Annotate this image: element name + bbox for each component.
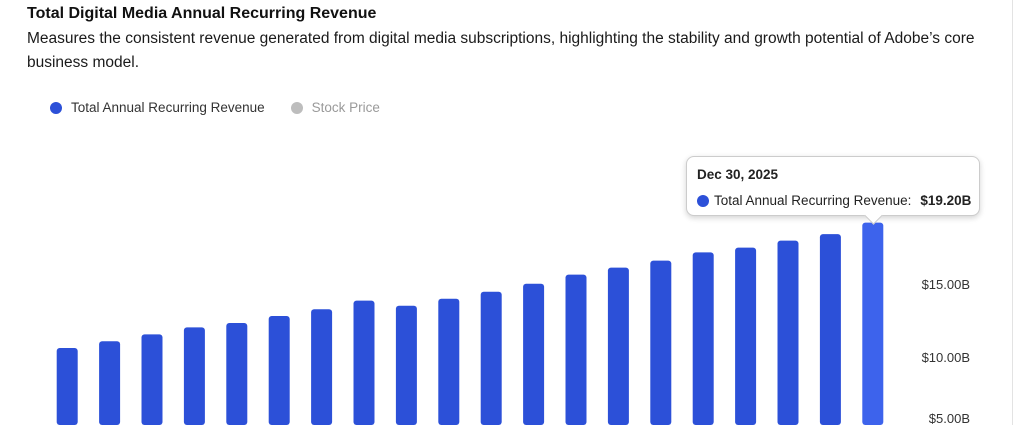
y-tick-label: $10.00B	[922, 350, 970, 365]
bar[interactable]	[565, 274, 587, 425]
bar[interactable]	[480, 291, 502, 425]
y-tick-label: $15.00B	[922, 277, 970, 292]
legend-item-arr[interactable]: Total Annual Recurring Revenue	[50, 100, 265, 115]
bar[interactable]	[56, 347, 78, 425]
legend-label: Total Annual Recurring Revenue	[71, 100, 265, 115]
y-tick-label: $5.00B	[929, 411, 970, 425]
bar[interactable]	[141, 334, 163, 425]
bar[interactable]	[99, 341, 121, 425]
bar[interactable]	[523, 283, 545, 425]
bar[interactable]	[607, 267, 629, 425]
bar[interactable]	[735, 247, 757, 425]
bar[interactable]	[311, 309, 333, 425]
tooltip-value: $19.20B	[920, 193, 972, 208]
bar[interactable]	[650, 260, 672, 425]
bar[interactable]	[692, 252, 714, 425]
legend-item-stock-price[interactable]: Stock Price	[290, 100, 380, 115]
legend-label: Stock Price	[311, 100, 380, 115]
bar[interactable]	[226, 322, 248, 425]
tooltip: Dec 30, 2025 Total Annual Recurring Reve…	[686, 156, 980, 225]
chart-description: Measures the consistent revenue generate…	[27, 30, 975, 71]
bar[interactable]	[777, 240, 799, 425]
chart-title: Total Digital Media Annual Recurring Rev…	[27, 5, 377, 22]
legend-dot-icon	[290, 101, 303, 114]
bar[interactable]	[268, 315, 290, 425]
bar[interactable]	[438, 298, 460, 425]
bar[interactable]	[819, 234, 841, 425]
tooltip-dot-icon	[697, 194, 709, 207]
tooltip-date: Dec 30, 2025	[697, 167, 779, 182]
bar[interactable]	[183, 327, 205, 425]
tooltip-series: Total Annual Recurring Revenue:	[714, 193, 912, 208]
bar[interactable]	[353, 300, 375, 425]
bar[interactable]	[862, 222, 884, 425]
bar[interactable]	[395, 305, 417, 425]
legend: Total Annual Recurring Revenue Stock Pri…	[50, 100, 380, 115]
legend-dot-icon	[50, 101, 62, 114]
